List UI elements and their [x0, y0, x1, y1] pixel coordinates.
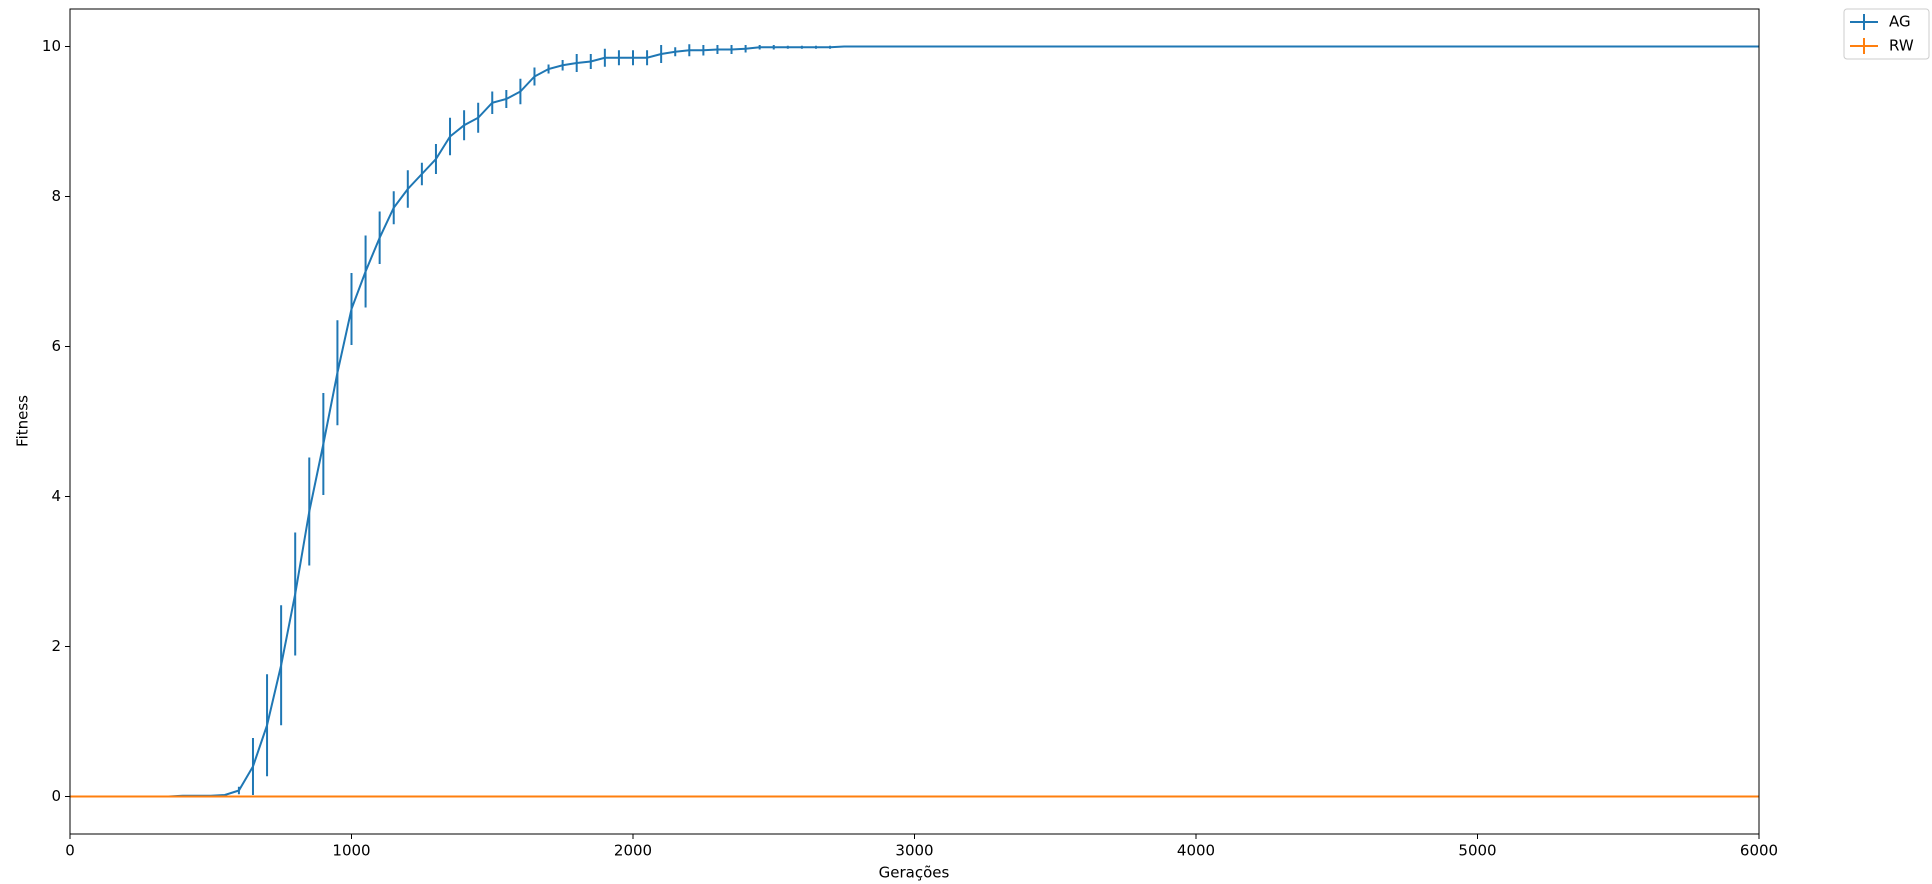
x-tick-label: 3000 [895, 842, 933, 860]
x-tick-label: 6000 [1740, 842, 1778, 860]
y-tick-label: 4 [51, 487, 61, 505]
legend-box [1843, 8, 1930, 60]
legend-label: AG [1889, 13, 1911, 31]
y-tick-label: 10 [42, 37, 61, 55]
x-axis-label: Gerações [879, 864, 950, 882]
y-axis-label: Fitness [14, 395, 32, 447]
y-tick-label: 8 [51, 187, 61, 205]
x-tick-label: 5000 [1458, 842, 1496, 860]
x-tick-label: 0 [65, 842, 75, 860]
y-tick-label: 6 [51, 337, 61, 355]
x-tick-label: 4000 [1177, 842, 1215, 860]
y-tick-label: 0 [51, 787, 61, 805]
x-tick-label: 2000 [614, 842, 652, 860]
legend-label: RW [1889, 37, 1914, 55]
y-tick-label: 2 [51, 637, 61, 655]
plot-frame [69, 8, 1760, 835]
x-tick-label: 1000 [332, 842, 370, 860]
